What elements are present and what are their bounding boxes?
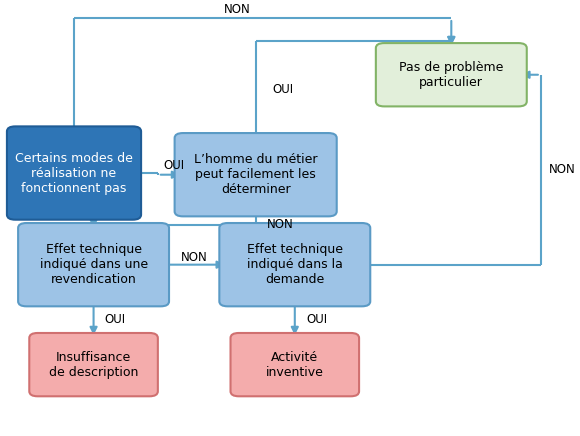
FancyBboxPatch shape: [18, 223, 169, 307]
Text: NON: NON: [223, 3, 250, 16]
Text: Effet technique
indiqué dans la
demande: Effet technique indiqué dans la demande: [247, 243, 343, 286]
Text: OUI: OUI: [164, 159, 184, 172]
FancyBboxPatch shape: [219, 223, 370, 307]
FancyBboxPatch shape: [30, 333, 158, 396]
FancyBboxPatch shape: [7, 126, 141, 220]
Text: NON: NON: [549, 163, 576, 176]
Text: OUI: OUI: [105, 313, 126, 326]
FancyBboxPatch shape: [175, 133, 337, 216]
Text: OUI: OUI: [273, 83, 293, 96]
FancyBboxPatch shape: [376, 43, 527, 106]
Text: Insuffisance
de description: Insuffisance de description: [49, 351, 138, 378]
Text: Activité
inventive: Activité inventive: [266, 351, 324, 378]
Text: OUI: OUI: [306, 313, 327, 326]
Text: Effet technique
indiqué dans une
revendication: Effet technique indiqué dans une revendi…: [39, 243, 148, 286]
Text: Pas de problème
particulier: Pas de problème particulier: [399, 61, 503, 89]
FancyBboxPatch shape: [230, 333, 359, 396]
Text: NON: NON: [267, 218, 293, 231]
Text: Certains modes de
réalisation ne
fonctionnent pas: Certains modes de réalisation ne fonctio…: [15, 152, 133, 194]
Text: L’homme du métier
peut facilement les
déterminer: L’homme du métier peut facilement les dé…: [194, 153, 317, 196]
Text: NON: NON: [181, 251, 208, 264]
